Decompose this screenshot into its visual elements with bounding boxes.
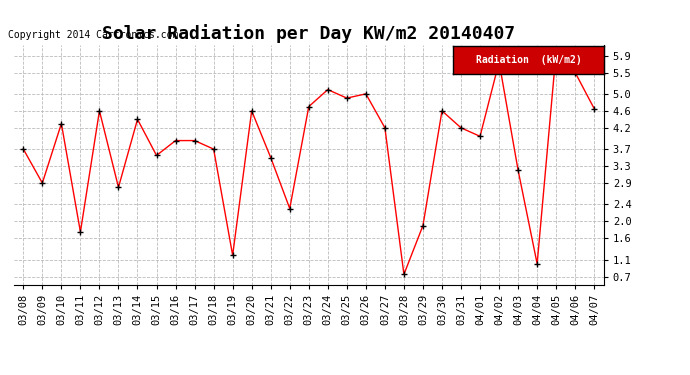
Text: Copyright 2014 Cartronics.com: Copyright 2014 Cartronics.com <box>8 30 178 40</box>
Title: Solar Radiation per Day KW/m2 20140407: Solar Radiation per Day KW/m2 20140407 <box>102 24 515 44</box>
